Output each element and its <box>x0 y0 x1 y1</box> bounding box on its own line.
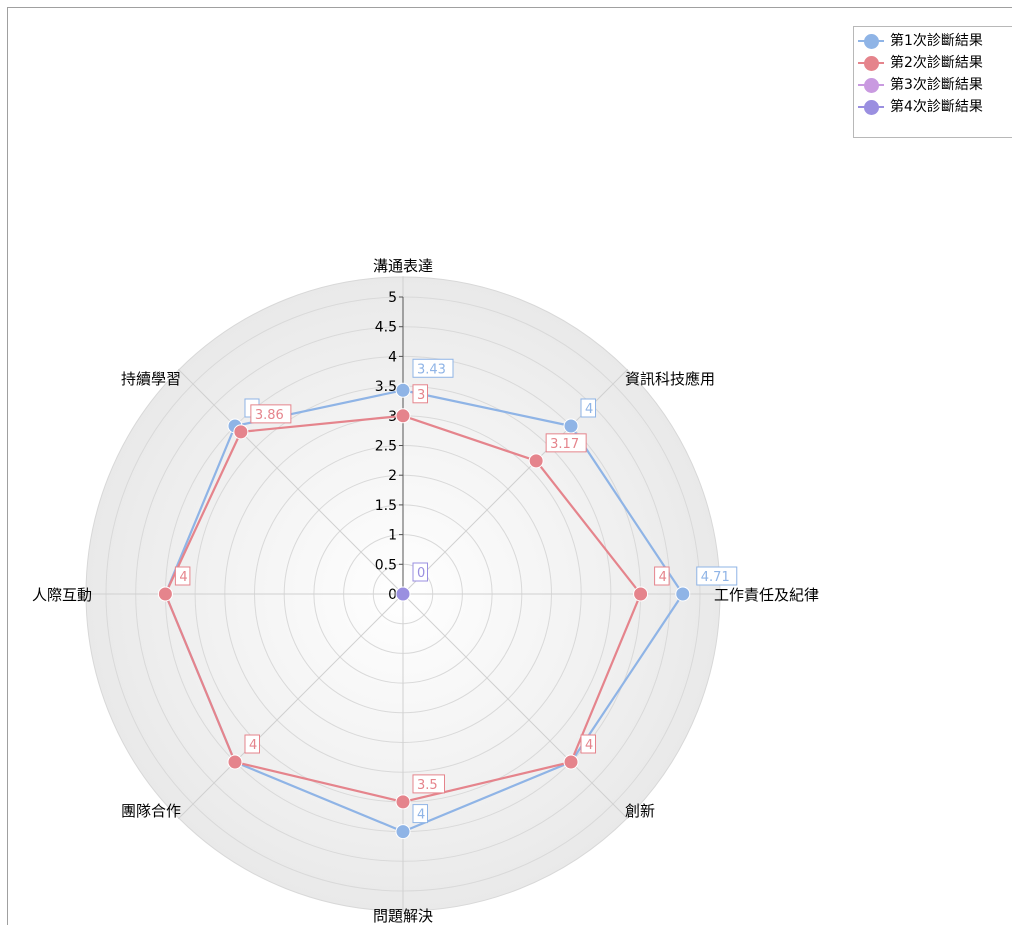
data-label-text: 3.17 <box>550 437 579 452</box>
data-point <box>395 408 411 424</box>
data-label: 4 <box>244 734 260 754</box>
data-label-text: 4 <box>659 570 667 585</box>
grid-spoke <box>402 593 629 820</box>
data-label-box <box>174 566 191 586</box>
value-axis-tick-label: 4.5 <box>375 320 397 336</box>
legend-item-series-1[interactable]: 第1次診斷結果 <box>854 30 1012 52</box>
legend-marker-icon <box>864 78 879 93</box>
data-label-text: 4 <box>585 402 593 417</box>
axis-label: 資訊科技應用 <box>625 370 715 388</box>
data-point <box>633 586 649 602</box>
value-axis-tick-label: 2 <box>388 468 397 484</box>
data-label: 4 <box>654 566 670 586</box>
value-axis-tick-label: 1 <box>388 528 397 544</box>
data-label-text: 4.71 <box>701 570 730 585</box>
data-label-text: 4 <box>585 738 593 753</box>
data-point <box>675 586 691 602</box>
data-label: 4 <box>580 398 597 418</box>
legend-label: 第2次診斷結果 <box>890 55 983 71</box>
data-label-text: 4 <box>179 570 187 585</box>
value-axis-tick-label: 1.5 <box>375 498 397 514</box>
data-label-box <box>250 404 292 424</box>
value-axis-tick-label: 2.5 <box>375 439 397 455</box>
data-point <box>395 794 411 810</box>
grid-spoke <box>177 593 404 820</box>
data-label: 3.86 <box>250 404 292 424</box>
data-label-box <box>580 398 597 418</box>
data-point <box>395 382 411 398</box>
data-label: 4 <box>580 734 597 754</box>
axis-label: 溝通表達 <box>373 257 433 275</box>
legend-marker-icon <box>864 34 879 49</box>
legend-marker-icon <box>864 100 879 115</box>
legend: 第1次診斷結果 第2次診斷結果 第3次診斷結果 第4次診斷結果 <box>853 26 1012 138</box>
data-point <box>157 586 173 602</box>
data-label-box <box>696 566 738 586</box>
legend-label: 第1次診斷結果 <box>890 33 983 49</box>
legend-item-series-2[interactable]: 第2次診斷結果 <box>854 52 1012 74</box>
data-point <box>395 824 411 840</box>
value-axis-tick-label: 4 <box>388 349 397 365</box>
data-label: 3 <box>412 384 428 404</box>
data-label-box <box>412 804 428 824</box>
chart-frame <box>7 7 1012 925</box>
data-label: 3.43 <box>412 358 454 378</box>
data-label: 3.5 <box>412 774 445 794</box>
data-point <box>563 754 579 770</box>
data-label: 4.71 <box>696 566 738 586</box>
data-label-box <box>412 384 428 404</box>
data-label-box <box>244 734 260 754</box>
data-point <box>563 418 579 434</box>
data-label-box <box>654 566 670 586</box>
data-point <box>227 754 243 770</box>
axis-label: 持續學習 <box>121 370 181 388</box>
value-axis-tick-label: 0 <box>388 587 397 603</box>
axis-label: 問題解決 <box>373 907 433 925</box>
data-label-text: 4 <box>417 808 425 823</box>
data-label-box <box>412 562 428 582</box>
data-label: 0 <box>412 562 428 582</box>
axis-label: 工作責任及紀律 <box>714 586 819 604</box>
data-label-text: 3.86 <box>255 408 284 423</box>
value-axis-tick-label: 3.5 <box>375 379 397 395</box>
data-point <box>395 586 411 602</box>
axis-label: 人際互動 <box>32 586 92 604</box>
data-point <box>528 453 544 469</box>
legend-item-series-4[interactable]: 第4次診斷結果 <box>854 96 1012 118</box>
axis-label: 團隊合作 <box>121 802 181 820</box>
data-label-box <box>580 734 597 754</box>
data-label-text: 3.5 <box>417 778 438 793</box>
grid-spoke <box>177 368 404 595</box>
value-axis-tick-label: 5 <box>388 290 397 306</box>
data-label-text: 3.43 <box>417 362 446 377</box>
value-axis-tick-label: 0.5 <box>375 557 397 573</box>
data-label-text: 0 <box>417 566 425 581</box>
legend-label: 第4次診斷結果 <box>890 99 983 115</box>
data-label: 4 <box>412 804 428 824</box>
legend-label: 第3次診斷結果 <box>890 77 983 93</box>
data-label-box <box>412 774 445 794</box>
data-point <box>233 424 249 440</box>
data-label: 3.17 <box>545 433 587 453</box>
legend-item-series-3[interactable]: 第3次診斷結果 <box>854 74 1012 96</box>
data-label-box <box>545 433 587 453</box>
data-label-text: 3 <box>417 388 425 403</box>
data-label-box <box>412 358 454 378</box>
legend-marker-icon <box>864 56 879 71</box>
data-label: 4 <box>174 566 191 586</box>
axis-label: 創新 <box>625 802 655 820</box>
data-label-text: 4 <box>249 738 257 753</box>
